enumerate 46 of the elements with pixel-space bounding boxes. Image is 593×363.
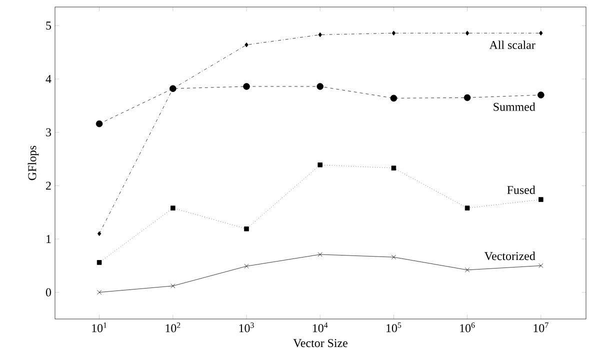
point xyxy=(96,260,102,265)
x-axis-title: Vector Size xyxy=(293,339,348,348)
x-tick-label: 10$^{3}$ xyxy=(239,322,254,332)
point xyxy=(244,42,248,48)
point xyxy=(318,162,322,168)
y-tick-label: 0 xyxy=(46,288,52,296)
point xyxy=(318,252,322,257)
point xyxy=(391,254,396,260)
point xyxy=(97,290,102,295)
point xyxy=(316,83,324,90)
series-label: Fused xyxy=(507,186,536,194)
y-tick-label: 3 xyxy=(46,128,52,136)
point xyxy=(538,197,544,202)
x-tick-label: 10$^{5}$ xyxy=(386,322,402,332)
point xyxy=(244,264,249,269)
point xyxy=(391,166,396,170)
point xyxy=(464,268,470,272)
x-tick-label: 10$^{4}$ xyxy=(312,322,328,332)
x-tick-label: 10$^{2}$ xyxy=(166,322,180,332)
x-tick-label: 10$^{7}$ xyxy=(534,322,548,332)
y-tick-label: 1 xyxy=(46,235,51,243)
y-tick-label: 2 xyxy=(46,182,51,190)
point xyxy=(244,226,249,232)
point xyxy=(464,94,471,102)
series-label: Vectorized xyxy=(484,252,536,260)
point xyxy=(538,263,544,268)
point xyxy=(243,83,250,90)
point xyxy=(392,30,396,36)
point xyxy=(96,120,103,128)
point xyxy=(170,206,176,210)
y-tick-label: 4 xyxy=(46,75,52,83)
point xyxy=(318,32,322,38)
y-axis-title: GFlops xyxy=(28,146,39,180)
x-tick-label: 10$^{1}$ xyxy=(92,322,107,332)
point xyxy=(464,206,470,210)
y-tick-label: 5 xyxy=(46,22,52,30)
line-series xyxy=(97,252,544,295)
x-tick-label: 10$^{6}$ xyxy=(460,322,475,332)
series-label: Summed xyxy=(494,102,536,111)
point xyxy=(538,92,544,98)
point xyxy=(97,231,102,236)
point xyxy=(539,30,543,36)
point xyxy=(390,94,398,102)
series-label: All scalar xyxy=(489,40,536,50)
point xyxy=(465,30,470,36)
point xyxy=(170,284,176,288)
